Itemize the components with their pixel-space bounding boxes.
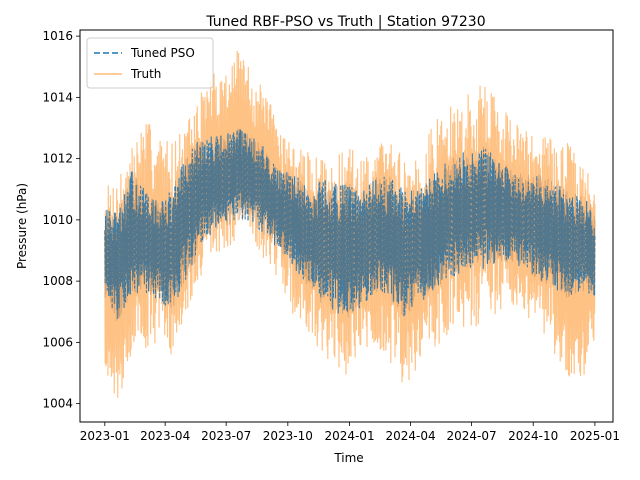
x-axis: 2023-01 2023-04 2023-07 2023-10 2024-01 2024-…: [80, 422, 620, 443]
tuned-pso-line: [104, 129, 596, 319]
legend-label-tuned-pso: Tuned PSO: [130, 46, 195, 60]
y-tick-label: 1006: [42, 335, 73, 349]
y-tick-label: 1010: [42, 213, 73, 227]
legend: Tuned PSO Truth: [86, 37, 214, 89]
overlap-line: [104, 128, 596, 321]
tuned-pso-series: [104, 129, 596, 319]
y-axis: 1004 1006 1008 1010 1012 1014 1016: [42, 29, 80, 411]
y-tick-label: 1014: [42, 90, 73, 104]
overlap-region: [104, 128, 596, 321]
x-tick-label: 2025-01: [570, 429, 620, 443]
x-axis-title: Time: [333, 451, 363, 465]
x-tick-label: 2024-10: [508, 429, 558, 443]
legend-box: [86, 37, 214, 89]
x-tick-label: 2024-07: [446, 429, 496, 443]
legend-label-truth: Truth: [130, 67, 161, 81]
x-tick-label: 2024-04: [385, 429, 435, 443]
y-axis-title: Pressure (hPa): [15, 183, 29, 269]
y-tick-label: 1008: [42, 274, 73, 288]
y-tick-label: 1004: [42, 397, 73, 411]
x-tick-label: 2023-01: [80, 429, 130, 443]
x-tick-label: 2024-01: [324, 429, 374, 443]
truth-series: [104, 50, 596, 398]
x-tick-label: 2023-10: [263, 429, 313, 443]
x-tick-label: 2023-04: [140, 429, 190, 443]
x-tick-label: 2023-07: [201, 429, 251, 443]
y-tick-label: 1012: [42, 152, 73, 166]
plot-frame: [79, 29, 614, 423]
y-tick-label: 1016: [42, 29, 73, 43]
truth-line: [104, 50, 596, 398]
chart-title: Tuned RBF-PSO vs Truth | Station 97230: [205, 14, 485, 30]
